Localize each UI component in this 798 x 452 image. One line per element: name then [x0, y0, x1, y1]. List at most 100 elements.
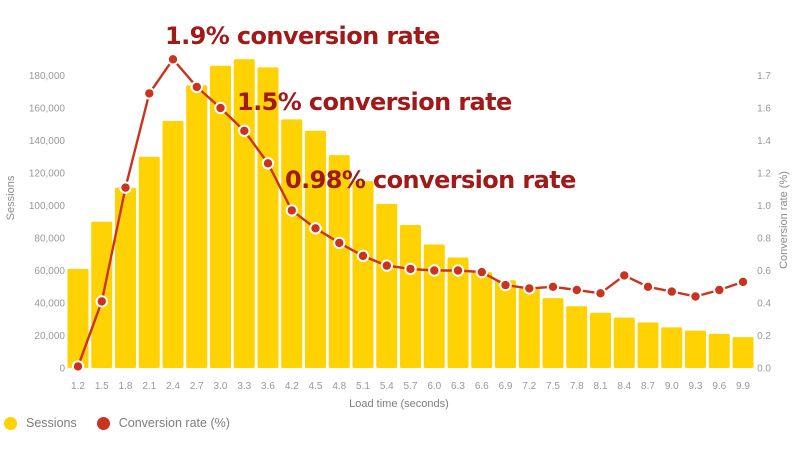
- bar-sessions: [566, 306, 588, 368]
- conversion-rate-point: [95, 295, 109, 308]
- conversion-rate-point: [546, 280, 560, 293]
- right-tick-label: 1.2: [757, 169, 771, 180]
- right-tick-label: 0.6: [757, 266, 771, 277]
- conversion-rate-point: [356, 249, 370, 263]
- right-tick-label: 0.8: [757, 234, 771, 245]
- bar-sessions: [685, 330, 706, 369]
- bar-sessions: [115, 187, 136, 369]
- conversion-rate-point: [166, 53, 180, 66]
- bar-sessions: [708, 333, 730, 369]
- right-tick-label: 0.0: [757, 364, 771, 375]
- conversion-rate-point: [404, 262, 417, 276]
- legend-label-sessions: Sessions: [26, 416, 77, 430]
- x-tick-label: 3.0: [214, 381, 228, 392]
- right-tick-label: 1.0: [757, 201, 771, 212]
- x-tick-label: 8.7: [641, 381, 655, 392]
- x-tick-label: 7.8: [570, 381, 584, 392]
- x-tick-label: 4.5: [309, 381, 323, 392]
- bar-sessions: [376, 203, 398, 369]
- bar-sessions: [637, 322, 659, 368]
- x-tick-label: 7.5: [546, 381, 560, 392]
- x-tick-label: 8.1: [594, 381, 608, 392]
- conversion-rate-point: [190, 80, 204, 94]
- x-tick-label: 4.8: [332, 381, 346, 392]
- bar-sessions: [732, 337, 754, 369]
- conversion-rate-point: [570, 283, 583, 297]
- bar-sessions: [471, 272, 493, 369]
- conversion-rate-point: [594, 287, 607, 300]
- legend-item-sessions: Sessions: [4, 416, 77, 430]
- bar-sessions: [162, 121, 184, 368]
- bar-sessions: [186, 85, 208, 368]
- x-tick-label: 6.0: [427, 381, 441, 392]
- conversion-rate-point: [523, 282, 536, 295]
- conversion-rate-point: [71, 360, 85, 373]
- annotation-peak-conversion: 1.9% conversion rate: [165, 22, 440, 50]
- right-tick-label: 0.4: [757, 299, 771, 310]
- legend-label-conversion-rate: Conversion rate (%): [118, 416, 230, 430]
- bar-sessions: [518, 288, 540, 369]
- bar-sessions: [257, 67, 279, 369]
- x-tick-label: 2.7: [190, 381, 204, 392]
- conversion-rate-point: [333, 236, 346, 250]
- left-tick-label: 0: [59, 364, 65, 375]
- legend-item-conversion-rate: Conversion rate (%): [96, 416, 230, 430]
- bar-sessions: [400, 225, 421, 368]
- bar-sessions: [281, 119, 303, 369]
- bar-sessions: [423, 244, 445, 368]
- bar-sessions: [305, 130, 326, 368]
- x-tick-label: 1.8: [119, 381, 133, 392]
- conversion-rate-point: [451, 264, 465, 277]
- x-tick-label: 8.4: [617, 381, 631, 392]
- bar-sessions: [138, 156, 160, 368]
- x-axis-title: Load time (seconds): [349, 398, 449, 410]
- conversion-rate-swatch-icon: [96, 416, 110, 430]
- left-tick-label: 40,000: [34, 299, 65, 310]
- right-tick-label: 0.2: [757, 331, 771, 342]
- right-tick-label: 1.6: [757, 104, 771, 115]
- conversion-rate-point: [309, 222, 322, 235]
- bar-sessions: [495, 280, 516, 368]
- conversion-rate-point: [736, 275, 750, 289]
- x-tick-label: 5.7: [404, 381, 418, 392]
- conversion-rate-point: [665, 285, 678, 298]
- x-tick-label: 9.3: [689, 381, 703, 392]
- x-tick-label: 2.4: [166, 381, 180, 392]
- x-tick-label: 6.6: [475, 381, 489, 392]
- x-tick-label: 9.0: [665, 381, 679, 392]
- conversion-rate-point: [261, 157, 275, 170]
- left-tick-label: 160,000: [29, 104, 66, 115]
- conversion-rate-point: [475, 265, 488, 279]
- x-tick-label: 5.4: [380, 381, 394, 392]
- conversion-rate-point: [618, 269, 631, 282]
- x-tick-label: 5.1: [356, 381, 370, 392]
- bar-sessions: [661, 327, 683, 369]
- left-tick-label: 140,000: [29, 136, 66, 147]
- conversion-rate-point: [713, 283, 726, 297]
- bar-sessions: [67, 268, 89, 369]
- right-tick-label: 1.4: [757, 136, 771, 147]
- conversion-rate-point: [238, 124, 251, 138]
- sessions-swatch-icon: [4, 416, 17, 430]
- left-tick-label: 180,000: [29, 71, 66, 82]
- right-tick-label: 1.7: [757, 71, 771, 82]
- legend: Sessions Conversion rate (%): [4, 416, 250, 430]
- conversion-rate-point: [689, 290, 702, 303]
- x-tick-label: 1.5: [95, 381, 109, 392]
- annotation-mid-conversion: 1.5% conversion rate: [237, 88, 512, 116]
- conversion-rate-point: [214, 101, 227, 115]
- conversion-rate-point: [428, 264, 441, 277]
- conversion-rate-point: [119, 181, 132, 194]
- conversion-rate-point: [499, 278, 512, 292]
- bar-sessions: [328, 155, 350, 369]
- right-axis-title: Conversion rate (%): [778, 171, 790, 269]
- left-axis-title: Sessions: [5, 175, 17, 221]
- bar-sessions: [210, 65, 231, 368]
- left-tick-label: 20,000: [34, 331, 65, 342]
- bar-sessions: [613, 317, 635, 369]
- left-tick-label: 120,000: [29, 169, 66, 180]
- bar-sessions: [542, 298, 564, 369]
- x-tick-label: 9.6: [712, 381, 726, 392]
